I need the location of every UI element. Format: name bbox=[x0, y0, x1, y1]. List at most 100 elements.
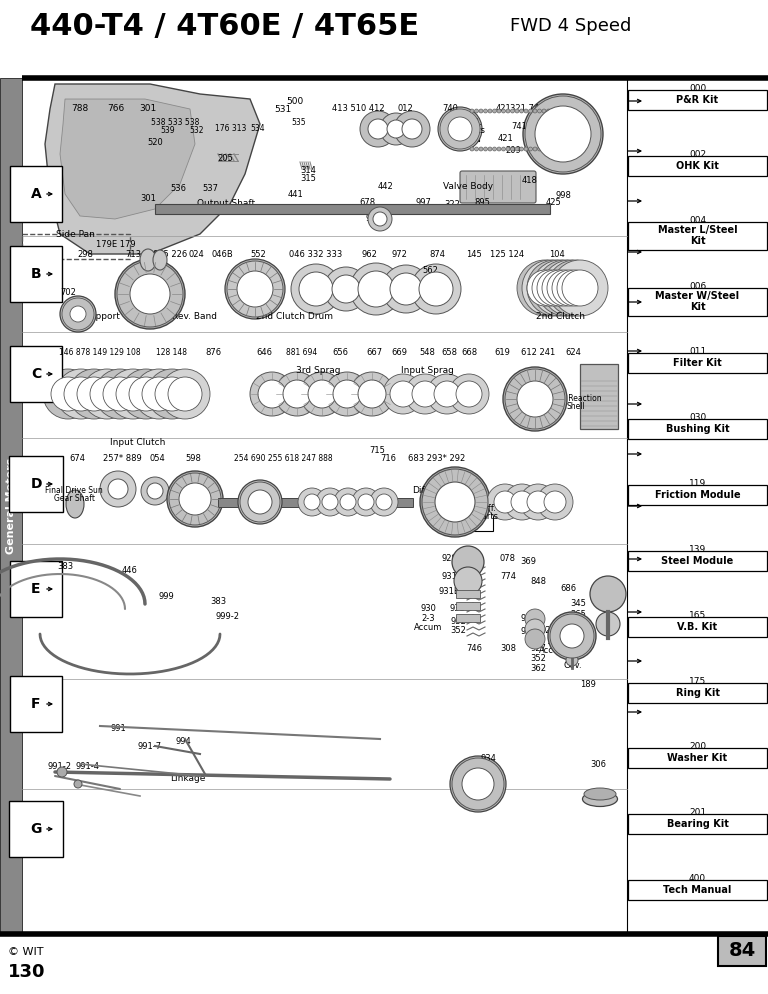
Text: Bearing Kit: Bearing Kit bbox=[667, 819, 728, 829]
Circle shape bbox=[70, 306, 86, 322]
Circle shape bbox=[368, 207, 392, 231]
Text: 998: 998 bbox=[555, 191, 571, 200]
Circle shape bbox=[527, 491, 549, 513]
Circle shape bbox=[555, 147, 560, 151]
Text: C: C bbox=[31, 367, 41, 381]
Text: 165: 165 bbox=[689, 610, 706, 620]
Circle shape bbox=[147, 369, 197, 419]
Circle shape bbox=[57, 767, 67, 777]
Circle shape bbox=[542, 270, 578, 306]
Circle shape bbox=[438, 107, 482, 151]
Circle shape bbox=[420, 467, 490, 537]
Text: Washer Kit: Washer Kit bbox=[667, 753, 727, 763]
Circle shape bbox=[141, 477, 169, 505]
Text: OHK Kit: OHK Kit bbox=[676, 161, 719, 171]
Circle shape bbox=[475, 147, 478, 151]
Text: 934: 934 bbox=[480, 754, 496, 763]
Circle shape bbox=[511, 109, 515, 113]
Text: Accum: Accum bbox=[539, 646, 568, 655]
FancyBboxPatch shape bbox=[628, 287, 767, 315]
Text: 962: 962 bbox=[361, 250, 377, 259]
Text: 612 241: 612 241 bbox=[521, 348, 555, 357]
Circle shape bbox=[519, 109, 524, 113]
Text: V.B. Kit: V.B. Kit bbox=[677, 622, 717, 632]
Text: 927: 927 bbox=[530, 644, 546, 653]
Text: 205: 205 bbox=[217, 154, 233, 163]
Circle shape bbox=[547, 260, 603, 316]
Text: 176 313: 176 313 bbox=[215, 124, 247, 133]
Text: General Motors: General Motors bbox=[6, 458, 16, 554]
Circle shape bbox=[542, 260, 598, 316]
Text: 539: 539 bbox=[161, 126, 175, 135]
Text: Final Drive Sun: Final Drive Sun bbox=[45, 486, 103, 495]
Text: Gear Shaft: Gear Shaft bbox=[54, 494, 94, 503]
Circle shape bbox=[560, 624, 584, 648]
Circle shape bbox=[548, 612, 596, 660]
Circle shape bbox=[523, 94, 603, 174]
Text: Tech Manual: Tech Manual bbox=[664, 885, 732, 896]
Text: 624: 624 bbox=[565, 348, 581, 357]
Circle shape bbox=[497, 109, 501, 113]
Text: 668: 668 bbox=[461, 348, 477, 357]
Circle shape bbox=[358, 494, 374, 510]
Circle shape bbox=[360, 111, 396, 147]
Text: 929: 929 bbox=[441, 554, 457, 563]
FancyBboxPatch shape bbox=[628, 156, 767, 176]
Circle shape bbox=[240, 482, 280, 522]
Text: 301: 301 bbox=[140, 194, 156, 203]
Circle shape bbox=[370, 488, 398, 516]
Text: Input Clutch: Input Clutch bbox=[111, 438, 166, 447]
Text: 848: 848 bbox=[530, 577, 546, 586]
Text: 740: 740 bbox=[442, 104, 458, 113]
FancyBboxPatch shape bbox=[628, 354, 767, 374]
Circle shape bbox=[358, 380, 386, 408]
Text: 932: 932 bbox=[450, 617, 466, 626]
Circle shape bbox=[525, 609, 545, 629]
Text: 315: 315 bbox=[300, 174, 316, 183]
Circle shape bbox=[544, 491, 566, 513]
Circle shape bbox=[527, 260, 583, 316]
FancyBboxPatch shape bbox=[628, 485, 767, 505]
Circle shape bbox=[419, 272, 453, 306]
Circle shape bbox=[69, 369, 119, 419]
Circle shape bbox=[308, 380, 336, 408]
Text: 119: 119 bbox=[689, 479, 706, 488]
Text: 369: 369 bbox=[520, 557, 536, 566]
Circle shape bbox=[332, 275, 360, 303]
Text: 683 293* 292: 683 293* 292 bbox=[409, 454, 465, 463]
FancyBboxPatch shape bbox=[451, 121, 479, 141]
Circle shape bbox=[51, 377, 85, 411]
Text: 054: 054 bbox=[149, 454, 165, 463]
Circle shape bbox=[95, 369, 145, 419]
Circle shape bbox=[390, 273, 422, 305]
Circle shape bbox=[115, 259, 185, 329]
Circle shape bbox=[528, 109, 532, 113]
Circle shape bbox=[452, 546, 484, 578]
Text: 306: 306 bbox=[590, 760, 606, 769]
Text: 078: 078 bbox=[500, 554, 516, 563]
Circle shape bbox=[538, 109, 541, 113]
Text: 931B: 931B bbox=[438, 587, 460, 596]
Circle shape bbox=[506, 147, 510, 151]
Circle shape bbox=[517, 381, 553, 417]
Circle shape bbox=[248, 490, 272, 514]
Circle shape bbox=[275, 372, 319, 416]
Circle shape bbox=[142, 377, 176, 411]
Circle shape bbox=[147, 483, 163, 499]
Text: 046B: 046B bbox=[211, 250, 233, 259]
Circle shape bbox=[524, 109, 528, 113]
Text: Master L/Steel
Kit: Master L/Steel Kit bbox=[657, 225, 737, 247]
Text: 678: 678 bbox=[359, 198, 375, 207]
Circle shape bbox=[488, 147, 492, 151]
Text: Shell: Shell bbox=[567, 402, 585, 411]
Text: 352: 352 bbox=[530, 654, 546, 663]
Text: 598: 598 bbox=[185, 454, 201, 463]
Circle shape bbox=[160, 369, 210, 419]
Text: 658: 658 bbox=[441, 348, 457, 357]
Circle shape bbox=[299, 272, 333, 306]
FancyBboxPatch shape bbox=[458, 511, 492, 531]
Text: 413 510 412: 413 510 412 bbox=[332, 104, 384, 113]
Circle shape bbox=[90, 377, 124, 411]
Text: 717: 717 bbox=[464, 494, 480, 503]
FancyBboxPatch shape bbox=[718, 936, 766, 966]
